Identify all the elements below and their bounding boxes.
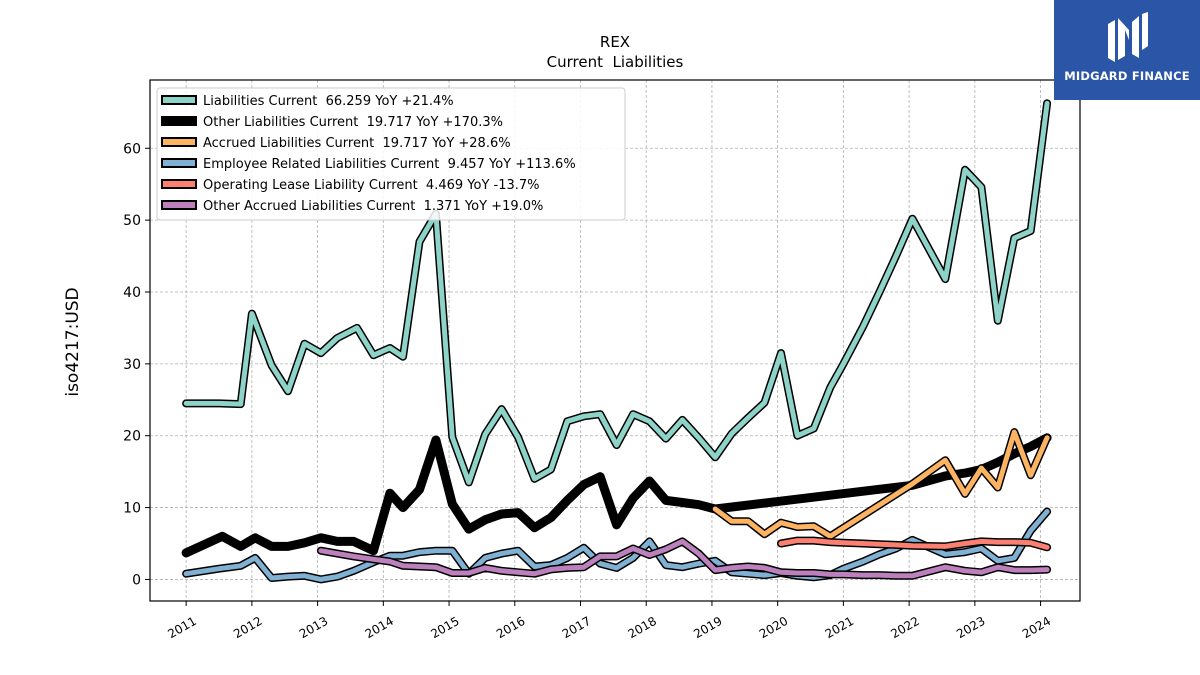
- legend-swatch: [161, 116, 197, 126]
- legend-swatch: [161, 158, 197, 168]
- x-tick-label: 2018: [625, 614, 658, 641]
- series-stroke: [712, 429, 1050, 539]
- legend-swatch: [161, 200, 197, 210]
- series-line-4: [182, 507, 1052, 584]
- y-axis-label: iso4217:USD: [63, 287, 83, 396]
- y-tick-label: 50: [123, 213, 141, 229]
- x-tick-label: 2011: [165, 614, 198, 641]
- legend-label: Operating Lease Liability Current 4.469 …: [203, 178, 540, 193]
- x-tick-label: 2015: [428, 614, 461, 641]
- legend-label: Other Accrued Liabilities Current 1.371 …: [203, 199, 543, 214]
- y-axis-ticks: 0 10 20 30 40 50 60: [123, 141, 150, 588]
- series-line-6: [316, 537, 1052, 580]
- x-tick-label: 2019: [691, 614, 724, 641]
- series-stroke: [183, 509, 1050, 582]
- chart-subtitle: Current Liabilities: [547, 53, 684, 71]
- y-tick-label: 20: [123, 429, 141, 445]
- series-line-3: [711, 428, 1052, 541]
- legend-label: Liabilities Current 66.259 YoY +21.4%: [203, 94, 454, 109]
- x-tick-label: 2013: [297, 614, 330, 641]
- legend-box: [156, 87, 626, 221]
- y-tick-label: 60: [123, 141, 141, 157]
- chart-title: REX: [600, 33, 630, 51]
- x-tick-label: 2021: [823, 614, 856, 641]
- legend-swatch: [161, 137, 197, 147]
- legend: Liabilities Current 66.259 YoY +21.4% Oth…: [156, 87, 626, 221]
- series-line-1: [182, 99, 1052, 487]
- legend-swatch: [161, 179, 197, 189]
- x-tick-label: 2022: [888, 614, 921, 641]
- x-tick-label: 2020: [757, 614, 790, 641]
- brand-name: MIDGARD FINANCE: [1064, 69, 1190, 83]
- series-stroke: [181, 433, 1052, 558]
- legend-swatch: [161, 95, 197, 105]
- x-axis-ticks: 2011 2012 2013 2014 2015 2016 2017 2018 2019 2020…: [165, 601, 1053, 641]
- legend-label: Other Liabilities Current 19.717 YoY +17…: [203, 115, 503, 130]
- x-tick-label: 2016: [494, 614, 527, 641]
- series-layer: [181, 99, 1052, 584]
- series-stroke: [183, 100, 1050, 485]
- legend-label: Accrued Liabilities Current 19.717 YoY +…: [203, 136, 511, 151]
- y-tick-label: 40: [123, 285, 141, 301]
- brand-logo: MIDGARD FINANCE: [1054, 0, 1200, 100]
- series-stroke: [318, 538, 1050, 579]
- series-line-5: [777, 536, 1052, 552]
- y-tick-label: 0: [132, 572, 141, 588]
- x-tick-label: 2023: [954, 614, 987, 641]
- y-tick-label: 30: [123, 357, 141, 373]
- series-stroke: [778, 538, 1050, 550]
- x-tick-label: 2017: [560, 614, 593, 641]
- x-tick-label: 2014: [363, 614, 396, 641]
- x-tick-label: 2012: [231, 614, 264, 641]
- plot-frame: [149, 79, 1081, 602]
- grid-lines: [150, 80, 1080, 601]
- y-tick-label: 10: [123, 501, 141, 517]
- midgard-logo-icon: [1108, 12, 1148, 62]
- legend-label: Employee Related Liabilities Current 9.4…: [203, 157, 576, 172]
- x-tick-label: 2024: [1020, 614, 1053, 641]
- series-line-2: [181, 433, 1052, 558]
